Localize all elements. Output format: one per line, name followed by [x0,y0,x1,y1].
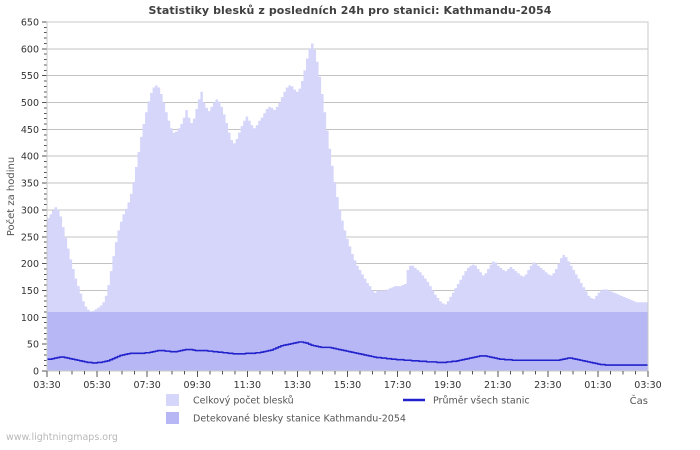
series-area-total [47,43,648,371]
y-tick-label: 500 [21,98,39,109]
x-tick-label: 17:30 [384,380,411,391]
legend-swatch-area [166,412,179,424]
y-tick-label: 450 [21,125,39,136]
x-tick-label: 05:30 [83,380,110,391]
chart-title: Statistiky blesků z posledních 24h pro s… [148,4,552,17]
y-tick-label: 100 [21,313,39,324]
y-tick-label: 350 [21,179,39,190]
y-axis-title: Počet za hodinu [5,157,17,236]
x-tick-label: 09:30 [184,380,211,391]
legend-label: Průměr všech stanic [433,396,530,407]
y-tick-label: 200 [21,259,39,270]
x-tick-label: 19:30 [434,380,461,391]
x-tick-label: 03:30 [33,380,60,391]
chart-legend: Celkový počet blesků Průměr všech stanic D… [166,394,530,425]
y-tick-label: 50 [27,340,39,351]
x-tick-label: 23:30 [534,380,561,391]
y-tick-label: 0 [33,367,39,378]
y-tick-label: 300 [21,205,39,216]
legend-label: Detekované blesky stanice Kathmandu-2054 [193,414,406,425]
y-tick-label: 550 [21,71,39,82]
x-tick-label: 01:30 [584,380,611,391]
x-tick-label: 15:30 [334,380,361,391]
y-tick-label: 400 [21,152,39,163]
legend-label: Celkový počet blesků [193,396,294,407]
y-tick-label: 150 [21,286,39,297]
y-tick-label: 250 [21,232,39,243]
x-axis: 03:30 05:30 07:30 09:30 11:30 13:30 15:30 17:30… [33,371,662,391]
x-tick-label: 11:30 [234,380,261,391]
x-axis-title: Čas [630,394,648,407]
series-line-average [47,341,648,366]
y-tick-label: 650 [21,18,39,29]
watermark-text: www.lightningmaps.org [6,432,118,443]
x-tick-label: 13:30 [284,380,311,391]
y-tick-label: 600 [21,44,39,55]
x-tick-label: 21:30 [484,380,511,391]
x-tick-label: 03:30 [634,380,661,391]
legend-swatch-area [166,394,179,406]
x-tick-label: 07:30 [133,380,160,391]
series-area-station [47,311,648,371]
